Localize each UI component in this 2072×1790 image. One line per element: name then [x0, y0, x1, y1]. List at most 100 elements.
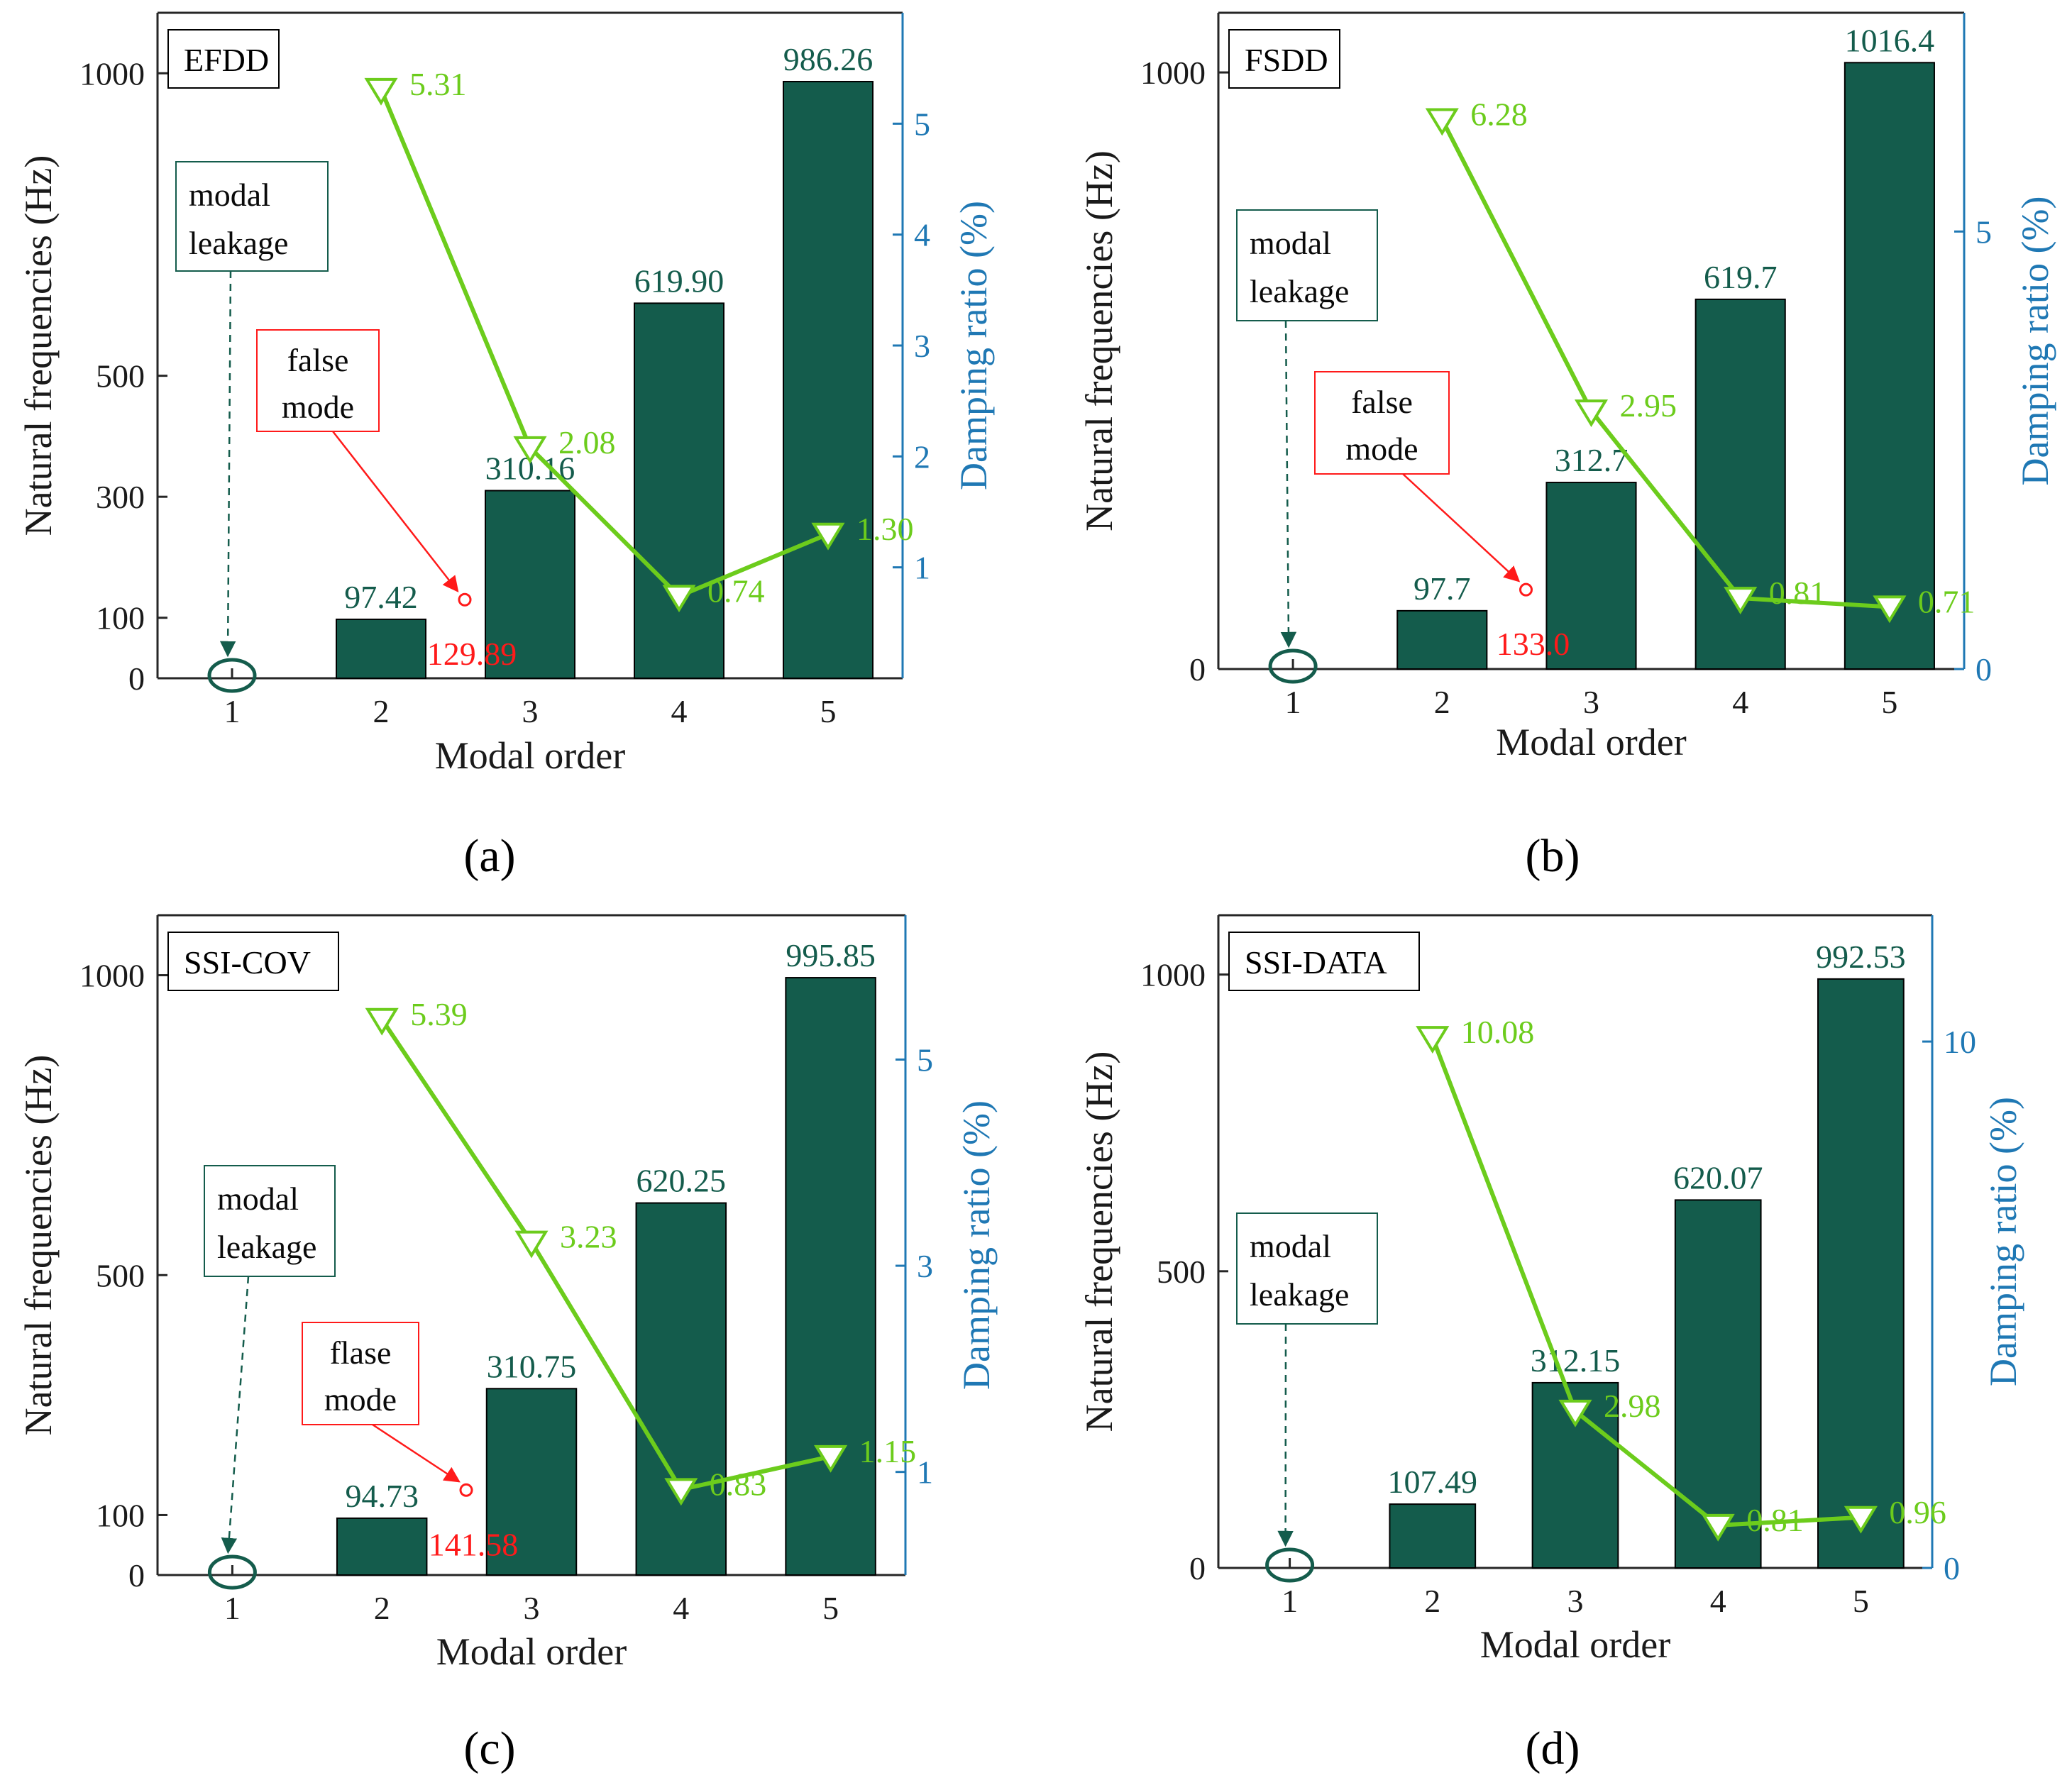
false-mode-arrow [332, 431, 459, 593]
y-tick-label-left: 1000 [1140, 957, 1206, 993]
chart-panel-d: 1 2 3 4 5 0 500 1000 0 10 Modal order Natural frequ… [1078, 914, 2024, 1774]
damping-value-label: 2.08 [558, 424, 616, 460]
false-mode-box [302, 1322, 419, 1425]
damping-marker [514, 1230, 549, 1259]
false-mode-label-line1: false [1351, 384, 1413, 420]
damping-value-label: 5.39 [410, 996, 468, 1032]
x-tick-label: 5 [1853, 1583, 1869, 1619]
bar [1389, 1503, 1477, 1569]
modal-leakage-annotation: modal leakage [175, 161, 329, 693]
bar-value-label: 94.73 [345, 1478, 419, 1514]
modal-leakage-label-line2: leakage [217, 1229, 316, 1265]
bar [336, 618, 426, 679]
y-axis-label-left: Natural frequencies (Hz) [1078, 150, 1120, 531]
method-box: EFDD [167, 29, 280, 89]
y-tick-label-left: 1000 [79, 55, 145, 92]
modal-leakage-arrow [219, 270, 236, 658]
bar-value-label: 97.42 [344, 579, 418, 615]
bar-value-label: 1016.4 [1845, 22, 1935, 58]
damping-line [1440, 118, 1890, 609]
modal-leakage-box [1236, 209, 1378, 321]
bar-value-label: 310.75 [487, 1348, 577, 1384]
false-mode-annotation: false mode 133.0 [1314, 371, 1570, 662]
y-axis-label-right: Damping ratio (%) [952, 201, 995, 490]
x-tick-label: 5 [820, 693, 837, 729]
damping-value-label: 2.98 [1604, 1388, 1661, 1424]
method-box: SSI-DATA [1228, 932, 1420, 991]
y-tick-label-right: 2 [914, 438, 930, 475]
method-box: FSDD [1228, 29, 1340, 89]
y-axis-label-left: Natural frequencies (Hz) [17, 1055, 60, 1436]
bar [1396, 609, 1488, 670]
damping-marker [1416, 1026, 1450, 1054]
y-tick-label-right: 4 [914, 217, 930, 253]
bar-value-label: 312.15 [1531, 1342, 1621, 1379]
y-tick-label-left: 500 [1157, 1254, 1206, 1290]
false-mode-label-line2: mode [324, 1381, 397, 1418]
method-box-border [1228, 29, 1340, 89]
panel-caption: (a) [463, 830, 515, 882]
y-tick-label-left: 500 [96, 1257, 145, 1293]
y-tick-label-left: 0 [1189, 651, 1206, 687]
x-tick-label: 4 [673, 1590, 689, 1626]
method-label: EFDD [184, 42, 269, 78]
damping-marker [1873, 595, 1907, 624]
x-tick-label: 5 [1881, 684, 1897, 720]
false-mode-box [1314, 371, 1450, 475]
false-mode-label-line1: flase [330, 1335, 392, 1371]
y-tick-label-left: 0 [1189, 1550, 1206, 1586]
bar [485, 490, 575, 680]
false-mode-annotation: false mode 129.89 [256, 329, 517, 672]
panel-caption: (b) [1526, 830, 1580, 882]
false-mode-label-line2: mode [282, 389, 354, 425]
damping-value-label: 6.28 [1470, 96, 1528, 132]
x-tick-label: 2 [1424, 1583, 1440, 1619]
x-axis-label: Modal order [1496, 721, 1686, 763]
x-tick-label: 2 [374, 1590, 390, 1626]
bar [336, 1517, 428, 1576]
damping-line [379, 88, 830, 599]
y-tick-label-right: 0 [1944, 1550, 1960, 1586]
y-tick-label-left: 1000 [79, 958, 145, 994]
y-tick-label-left: 100 [96, 600, 145, 636]
y-tick-label-left: 1000 [1140, 55, 1206, 91]
y-axis-label-right: Damping ratio (%) [2014, 197, 2056, 486]
y-tick-label-right: 0 [1975, 651, 1992, 687]
modal-leakage-arrow [1280, 320, 1297, 648]
y-tick-label-right: 5 [1975, 214, 1992, 250]
bar [635, 1202, 727, 1576]
x-tick-label: 1 [224, 693, 241, 729]
bar-value-label: 312.7 [1555, 442, 1629, 478]
modal-leakage-label-line1: modal [217, 1181, 299, 1217]
bar-value-label: 619.90 [634, 263, 724, 299]
x-tick-label: 5 [822, 1590, 839, 1626]
false-mode-value-label: 133.0 [1497, 626, 1570, 662]
method-label: FSDD [1245, 42, 1328, 78]
x-tick-label: 1 [224, 1590, 241, 1626]
modal-leakage-label-line2: leakage [1250, 273, 1349, 309]
x-tick-label: 3 [522, 693, 539, 729]
damping-marker [513, 436, 547, 464]
damping-value-label: 1.30 [856, 511, 914, 547]
y-axis-label-left: Natural frequencies (Hz) [1078, 1051, 1120, 1432]
modal-leakage-box [1236, 1212, 1378, 1325]
x-tick-label: 3 [524, 1590, 540, 1626]
false-mode-point [459, 1483, 473, 1497]
y-tick-label-left: 100 [96, 1497, 145, 1533]
damping-marker [1701, 1513, 1735, 1542]
false-mode-annotation: flase mode 141.58 [302, 1322, 518, 1562]
method-label: SSI-DATA [1245, 944, 1387, 980]
false-mode-value-label: 129.89 [427, 636, 517, 672]
modal-leakage-ellipse [1268, 648, 1318, 684]
bar-value-label: 986.26 [783, 41, 874, 77]
damping-marker [365, 1007, 399, 1036]
bar [1545, 482, 1637, 670]
y-tick-label-left: 0 [128, 661, 145, 697]
false-mode-arrow [1402, 473, 1521, 582]
y-axis-label-left: Natural frequencies (Hz) [17, 155, 60, 536]
damping-line [1430, 1037, 1861, 1527]
damping-value-label: 0.74 [707, 573, 765, 609]
bar [785, 977, 876, 1576]
modal-leakage-label-line1: modal [189, 177, 270, 213]
modal-leakage-box [175, 161, 329, 272]
